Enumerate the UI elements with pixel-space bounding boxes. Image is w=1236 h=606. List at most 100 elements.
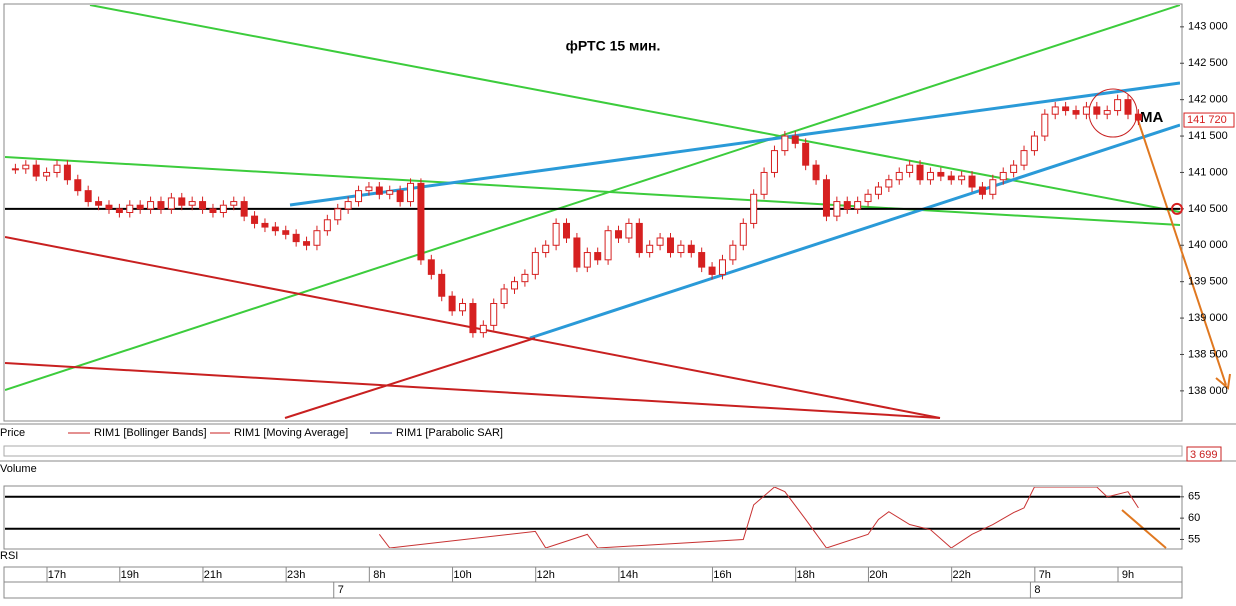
x-tick-label: 17h: [48, 569, 66, 581]
candle: [396, 190, 404, 203]
candle: [698, 252, 706, 268]
candle: [282, 230, 290, 235]
candle: [167, 197, 175, 210]
candle: [365, 186, 373, 192]
y-tick-label: 65: [1188, 491, 1200, 503]
candle: [1134, 113, 1142, 121]
chart-title: фРТС 15 мин.: [566, 38, 661, 54]
candle: [646, 244, 654, 254]
panel-title: Volume: [0, 463, 37, 475]
candle: [614, 230, 622, 239]
candle: [147, 201, 155, 210]
x-tick-label: 23h: [287, 569, 305, 581]
arrow: [1137, 119, 1227, 386]
candle: [386, 190, 394, 195]
y-tick-label: 142 000: [1188, 94, 1228, 106]
candle: [1072, 110, 1080, 115]
candle: [1030, 135, 1038, 152]
arrow-head: [1215, 373, 1231, 390]
candles: [11, 94, 1142, 338]
candle: [32, 164, 40, 177]
candle: [95, 201, 103, 206]
value-tag: [1186, 446, 1222, 462]
candle: [656, 237, 664, 246]
x-tick-label: 9h: [1122, 569, 1134, 581]
candle: [334, 208, 342, 221]
candle: [822, 179, 830, 217]
candle: [126, 204, 134, 214]
x-tick-label: 7h: [1039, 569, 1051, 581]
candle: [355, 190, 363, 203]
legend-entry: RIM1 [Parabolic SAR]: [396, 427, 503, 439]
x-tick-label: 8h: [373, 569, 385, 581]
candle: [157, 201, 165, 210]
y-tick-label: 143 000: [1188, 21, 1228, 33]
x-tick-label: 14h: [620, 569, 638, 581]
candle: [344, 201, 352, 210]
candle: [313, 230, 321, 246]
candle: [188, 201, 196, 206]
level-marker: [1171, 202, 1183, 215]
candle: [958, 175, 966, 181]
candle: [53, 164, 61, 173]
x-tick-label: 21h: [204, 569, 222, 581]
legend-entry: RIM1 [Moving Average]: [234, 427, 348, 439]
candle: [511, 281, 519, 290]
volume-last: 3 699: [1190, 449, 1218, 461]
x-tick-label: 10h: [453, 569, 471, 581]
legend-entry: RIM1 [Bollinger Bands]: [94, 427, 207, 439]
candle: [375, 186, 383, 195]
trendline: [5, 5, 1180, 391]
candle: [1010, 164, 1018, 173]
candle: [968, 175, 976, 188]
candle: [791, 135, 799, 144]
candle: [500, 288, 508, 305]
candle: [1062, 106, 1070, 112]
candle: [625, 222, 633, 239]
candle: [261, 222, 269, 228]
candle: [271, 226, 279, 232]
trendline: [5, 156, 1180, 226]
candle: [459, 303, 467, 312]
candle: [760, 171, 768, 195]
candle: [323, 219, 331, 232]
candle: [906, 164, 914, 173]
candle: [677, 244, 685, 254]
volume-panel: [3, 445, 1183, 457]
x-tick-label: 16h: [713, 569, 731, 581]
candle: [552, 222, 560, 246]
candle: [1051, 106, 1059, 115]
legend-entry: Price: [0, 427, 25, 439]
candle: [729, 244, 737, 261]
candle: [583, 252, 591, 268]
candle: [563, 222, 571, 239]
candle: [937, 171, 945, 177]
date-label: 7: [338, 584, 344, 596]
candle: [427, 259, 435, 275]
candle: [209, 208, 217, 214]
y-tick-label: 141 500: [1188, 130, 1228, 142]
candle: [718, 259, 726, 275]
candle: [750, 193, 758, 224]
candle: [1093, 106, 1101, 115]
x-tick-label: 19h: [121, 569, 139, 581]
candle: [1082, 106, 1090, 115]
candle: [1124, 99, 1132, 115]
trendline: [289, 81, 1180, 207]
price-panel: [3, 3, 1183, 422]
candle: [417, 182, 425, 261]
candle: [989, 179, 997, 195]
candle: [136, 204, 144, 210]
candle: [469, 303, 477, 334]
candle: [438, 273, 446, 297]
candle: [812, 164, 820, 181]
candle: [11, 168, 19, 171]
candle: [854, 201, 862, 210]
y-tick-label: 141 000: [1188, 166, 1228, 178]
y-tick-label: 60: [1188, 512, 1200, 524]
price-label: 141 720: [1187, 114, 1227, 126]
candle: [739, 222, 747, 246]
trendline: [5, 362, 941, 419]
y-tick-label: 140 000: [1188, 239, 1228, 251]
candle: [687, 244, 695, 254]
